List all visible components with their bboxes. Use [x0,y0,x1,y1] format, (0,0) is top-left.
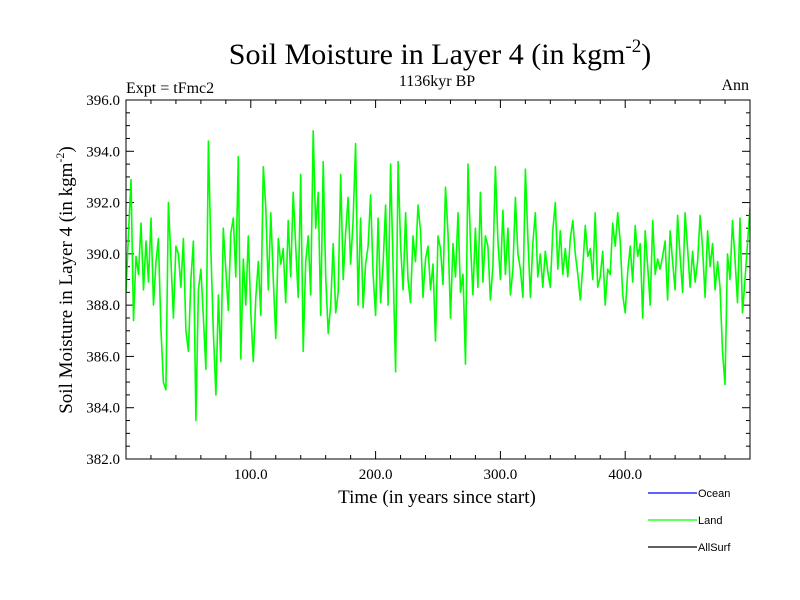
title-close: ) [641,38,651,71]
title-main: Soil Moisture in Layer 4 (in kgm [229,38,626,71]
y-tick-label: 388.0 [86,298,120,314]
y-tick-label: 384.0 [86,401,120,417]
y-tick-label: 390.0 [86,247,120,263]
title-superscript: -2 [625,36,641,57]
legend-label-allsurf: AllSurf [698,542,731,554]
ylabel-close: ) [56,146,77,152]
experiment-label: Expt = tFmc2 [126,80,214,97]
legend: Ocean Land AllSurf [648,488,731,554]
plot-frame [125,99,751,460]
series-line-land [126,130,750,422]
y-tick-label: 392.0 [86,196,120,212]
legend-label-land: Land [698,515,722,527]
x-tick-label: 100.0 [234,467,268,483]
y-tick-label: 396.0 [86,93,120,109]
y-tick-label: 382.0 [86,452,120,468]
axis-ticks [126,99,750,460]
tick-labels: 100.0 200.0 300.0 400.0 382.0 384.0 386.0 388.0… [86,93,642,483]
series-group [126,130,750,422]
y-axis-label: Soil Moisture in Layer 4 (in kgm-2) [53,146,77,414]
x-tick-label: 400.0 [608,467,642,483]
ylabel-superscript: -2 [53,153,67,163]
ylabel-main: Soil Moisture in Layer 4 (in kgm [56,162,77,413]
legend-label-ocean: Ocean [698,488,730,500]
x-axis-label: Time (in years since start) [338,487,536,508]
x-tick-label: 300.0 [484,467,518,483]
y-tick-label: 394.0 [86,144,120,160]
x-tick-label: 200.0 [359,467,393,483]
y-tick-label: 386.0 [86,349,120,365]
season-label: Ann [721,77,749,94]
chart-subtitle: 1136kyr BP [399,73,475,90]
chart-title: Soil Moisture in Layer 4 (in kgm-2) [229,36,651,71]
